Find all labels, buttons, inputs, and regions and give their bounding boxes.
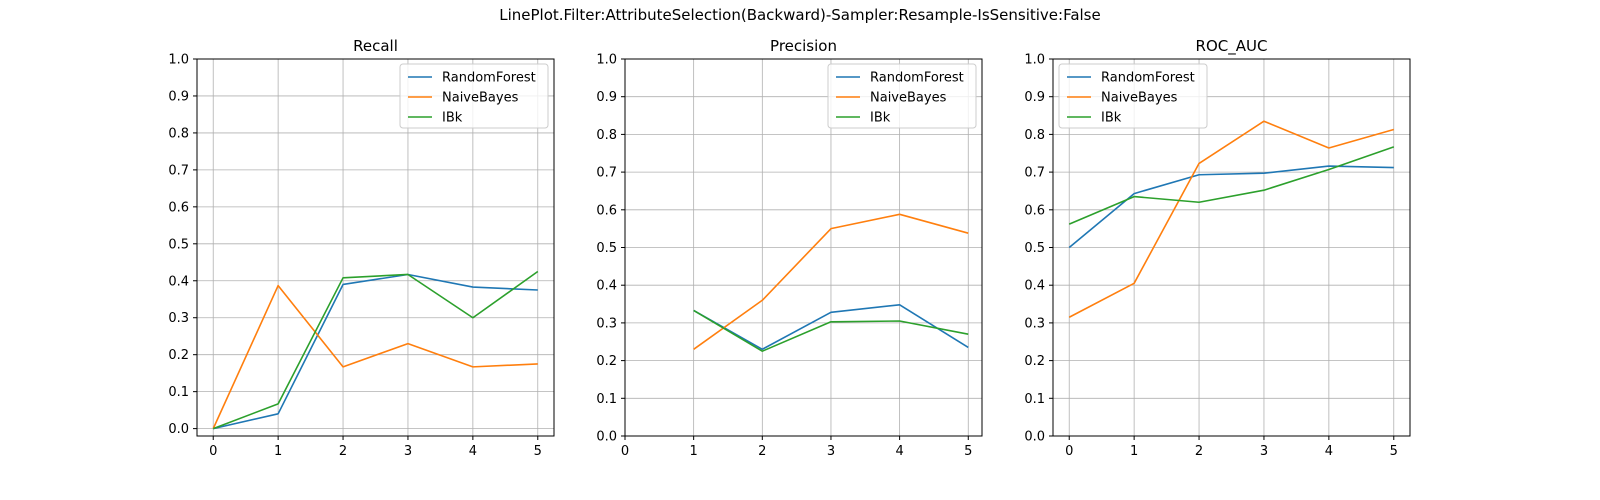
x-tick-label: 2	[758, 444, 766, 459]
x-tick-label: 2	[1195, 444, 1203, 459]
y-tick-label: 0.5	[596, 241, 617, 256]
y-tick-label: 1.0	[168, 53, 189, 68]
legend-label-ibk: IBk	[1101, 111, 1122, 126]
y-tick-label: 0.8	[168, 126, 189, 141]
series-line-ibk	[212, 270, 539, 430]
legend: RandomForest NaiveBayes IBk	[1058, 63, 1208, 129]
y-tick-label: 0.2	[596, 354, 617, 369]
y-tick-label: 0.7	[168, 163, 189, 178]
y-tick-label: 0.4	[596, 279, 617, 294]
x-tick-label: 3	[827, 444, 835, 459]
y-tick-label: 0.6	[596, 203, 617, 218]
chart-title: Recall	[353, 37, 398, 55]
y-tick-label: 0.6	[168, 200, 189, 215]
y-tick-label: 0.8	[1024, 128, 1045, 143]
x-tick-label: 1	[1130, 444, 1138, 459]
axes-frame	[196, 58, 555, 437]
legend-label-randomforest: RandomForest	[870, 71, 964, 86]
y-tick-label: 0.8	[596, 128, 617, 143]
chart-roc-auc: 0 1 2 3 4 5 0.0 0.1 0.2 0.3 0.4 0.5 0.6 0.7 0.8 0.9 1.0 R…	[1024, 37, 1411, 459]
legend-box	[827, 63, 977, 129]
y-tick-label: 0.3	[596, 316, 617, 331]
y-tick-label: 0.1	[168, 385, 189, 400]
y-tick-label: 0.2	[168, 348, 189, 363]
x-tick-label: 5	[964, 444, 972, 459]
legend-label-naivebayes: NaiveBayes	[442, 91, 519, 106]
y-tick-label: 0.0	[596, 430, 617, 445]
legend-label-randomforest: RandomForest	[442, 71, 536, 86]
figure-suptitle: LinePlot.Filter:AttributeSelection(Backw…	[499, 6, 1101, 24]
x-tick-label: 0	[621, 444, 629, 459]
series-line-randomforest	[213, 273, 538, 430]
legend-box	[399, 63, 549, 129]
y-tick-label: 0.1	[596, 392, 617, 407]
legend-label-ibk: IBk	[442, 111, 463, 126]
y-tick-label: 0.3	[1024, 316, 1045, 331]
chart-title: ROC_AUC	[1196, 37, 1268, 56]
y-tick-label: 0.4	[1024, 279, 1045, 294]
y-tick-label: 0.9	[168, 89, 189, 104]
y-tick-label: 1.0	[596, 53, 617, 68]
chart-title: Precision	[770, 37, 837, 55]
y-tick-label: 0.1	[1024, 392, 1045, 407]
x-tick-label: 1	[274, 444, 282, 459]
x-tick-label: 5	[1390, 444, 1398, 459]
legend: RandomForest NaiveBayes IBk	[399, 63, 549, 129]
series-line-naivebayes	[212, 284, 538, 429]
chart-recall: 0 1 2 3 4 5 0.0 0.1 0.2 0.3 0.4 0.5 0.6 0.7 0.8 0.9 1.0 R…	[168, 37, 555, 459]
y-tick-label: 0.7	[1024, 166, 1045, 181]
y-tick-label: 0.5	[168, 237, 189, 252]
y-tick-label: 0.6	[1024, 203, 1045, 218]
legend-label-naivebayes: NaiveBayes	[1101, 91, 1178, 106]
y-tick-label: 0.2	[1024, 354, 1045, 369]
x-tick-label: 4	[895, 444, 903, 459]
y-tick-label: 0.9	[596, 90, 617, 105]
x-tick-label: 4	[1325, 444, 1333, 459]
y-tick-label: 0.5	[1024, 241, 1045, 256]
x-tick-label: 3	[404, 444, 412, 459]
x-tick-label: 1	[690, 444, 698, 459]
x-tick-label: 0	[209, 444, 217, 459]
legend-box	[1058, 63, 1208, 129]
legend-label-naivebayes: NaiveBayes	[870, 91, 947, 106]
x-tick-label: 2	[339, 444, 347, 459]
y-tick-label: 1.0	[1024, 53, 1045, 68]
legend-label-ibk: IBk	[870, 111, 891, 126]
series-line-ibk	[1068, 146, 1395, 225]
y-tick-label: 0.4	[168, 274, 189, 289]
legend-label-randomforest: RandomForest	[1101, 71, 1195, 86]
y-tick-label: 0.0	[1024, 430, 1045, 445]
x-tick-label: 5	[534, 444, 542, 459]
series-line-randomforest	[1068, 165, 1394, 249]
y-tick-label: 0.0	[168, 422, 189, 437]
legend: RandomForest NaiveBayes IBk	[827, 63, 977, 129]
y-tick-label: 0.3	[168, 311, 189, 326]
y-tick-label: 0.9	[1024, 90, 1045, 105]
chart-precision: 0 1 2 3 4 5 0.0 0.1 0.2 0.3 0.4 0.5 0.6 0.7 0.8 0.9 1.0 P…	[596, 37, 983, 459]
series-line-naivebayes	[1068, 120, 1394, 318]
y-tick-label: 0.7	[596, 166, 617, 181]
x-tick-label: 3	[1260, 444, 1268, 459]
x-tick-label: 4	[469, 444, 477, 459]
x-tick-label: 0	[1065, 444, 1073, 459]
